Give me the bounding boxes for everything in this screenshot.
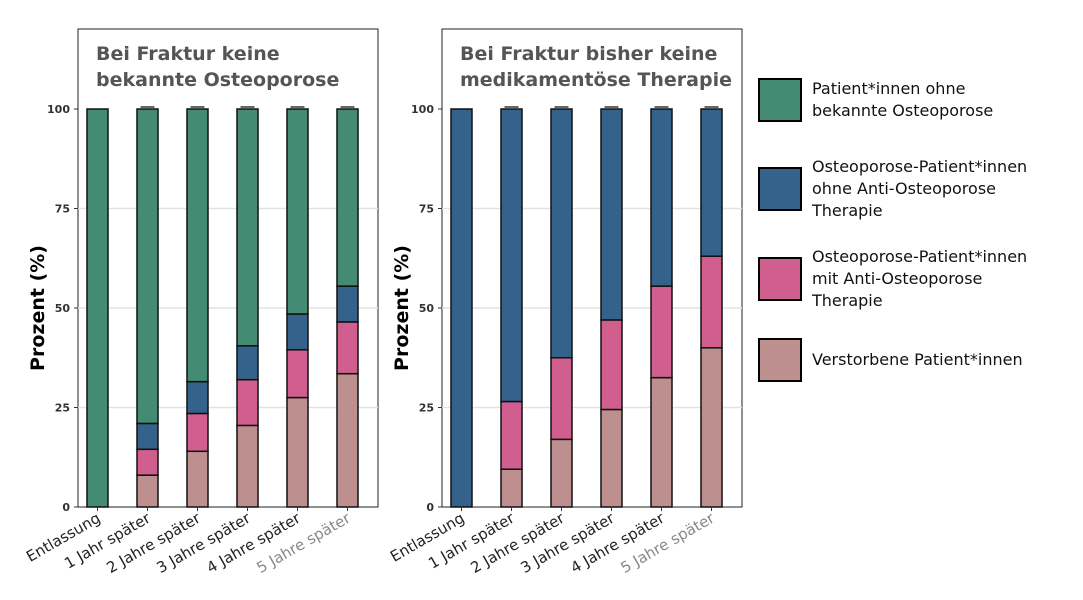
- bar-segment: [186, 108, 209, 383]
- y-tick-label: 25: [55, 402, 70, 415]
- bar-segment: [286, 108, 309, 315]
- y-tick-label: 0: [62, 501, 70, 514]
- bar-segment: [650, 285, 673, 379]
- bar-segment: [450, 108, 473, 508]
- bar-segment: [86, 108, 109, 508]
- bar-segment: [700, 347, 723, 508]
- plot-frame: [441, 28, 743, 508]
- bar-segment: [700, 108, 723, 258]
- y-tick-label: 100: [411, 103, 434, 116]
- y-axis-label: Prozent (%): [391, 245, 413, 371]
- bar-segment: [550, 357, 573, 441]
- bar-segment: [650, 108, 673, 287]
- bar-segment: [286, 349, 309, 399]
- legend-label: Verstorbene Patient*innen: [812, 350, 1023, 369]
- legend-label: Osteoporose-Patient*innen mit Anti-Osteo…: [812, 247, 1028, 310]
- chart-panel-1: 0 25 50 75 100 Prozent (%) Bei Fraktur keine be…: [23, 28, 379, 577]
- bar-segment: [136, 422, 159, 451]
- y-tick-label: 25: [419, 402, 434, 415]
- legend-swatch: [758, 257, 802, 301]
- legend-item-with-therapy: Osteoporose-Patient*innen mit Anti-Osteo…: [758, 246, 1027, 312]
- bar-segment: [650, 376, 673, 508]
- legend-item-without-therapy: Osteoporose-Patient*innen ohne Anti-Oste…: [758, 156, 1027, 222]
- legend-label: Osteoporose-Patient*innen ohne Anti-Oste…: [812, 157, 1028, 220]
- bar-segment: [550, 438, 573, 508]
- bar-segment: [186, 412, 209, 453]
- legend-label: Patient*innen ohne bekannte Osteoporose: [812, 79, 994, 120]
- chart-title: medikamentöse Therapie: [460, 69, 732, 91]
- bar-segment: [700, 255, 723, 349]
- bar-segment: [136, 474, 159, 508]
- bar-segment: [336, 108, 359, 287]
- bar-segment: [136, 108, 159, 425]
- bar-segment: [136, 448, 159, 476]
- y-tick-label: 75: [55, 203, 70, 216]
- bar-segment: [236, 345, 259, 381]
- y-axis-label: Prozent (%): [27, 245, 49, 371]
- bar-segment: [550, 108, 573, 359]
- y-tick-label: 50: [55, 302, 71, 315]
- bar-segment: [500, 108, 523, 403]
- bar-segment: [336, 372, 359, 508]
- bar-segment: [600, 319, 623, 411]
- plot-frame: [77, 28, 379, 508]
- bar-segment: [600, 408, 623, 508]
- bar-segment: [186, 450, 209, 508]
- legend-swatch: [758, 167, 802, 211]
- bar-segment: [186, 380, 209, 415]
- bar-segment: [600, 108, 623, 321]
- bar-segment: [236, 424, 259, 508]
- bar-segment: [236, 378, 259, 427]
- y-tick-label: 75: [419, 203, 434, 216]
- y-tick-label: 100: [47, 103, 70, 116]
- bar-segment: [500, 468, 523, 508]
- bar-segment: [336, 285, 359, 323]
- chart-panel-2: 0 25 50 75 100 Prozent (%) Bei Fraktur bisher …: [387, 28, 743, 577]
- bar-segment: [336, 321, 359, 375]
- chart-title: Bei Fraktur keine: [96, 43, 280, 65]
- y-tick-label: 50: [419, 302, 435, 315]
- bar-segment: [286, 396, 309, 508]
- bar-segment: [500, 400, 523, 470]
- legend-swatch: [758, 338, 802, 382]
- y-tick-label: 0: [426, 501, 434, 514]
- chart-title: Bei Fraktur bisher keine: [460, 43, 717, 65]
- legend-item-deceased: Verstorbene Patient*innen: [758, 338, 1023, 382]
- chart-title: bekannte Osteoporose: [96, 69, 339, 91]
- legend-item-no-osteoporosis: Patient*innen ohne bekannte Osteoporose: [758, 78, 993, 122]
- legend-swatch: [758, 78, 802, 122]
- bar-segment: [236, 108, 259, 347]
- bar-segment: [286, 313, 309, 351]
